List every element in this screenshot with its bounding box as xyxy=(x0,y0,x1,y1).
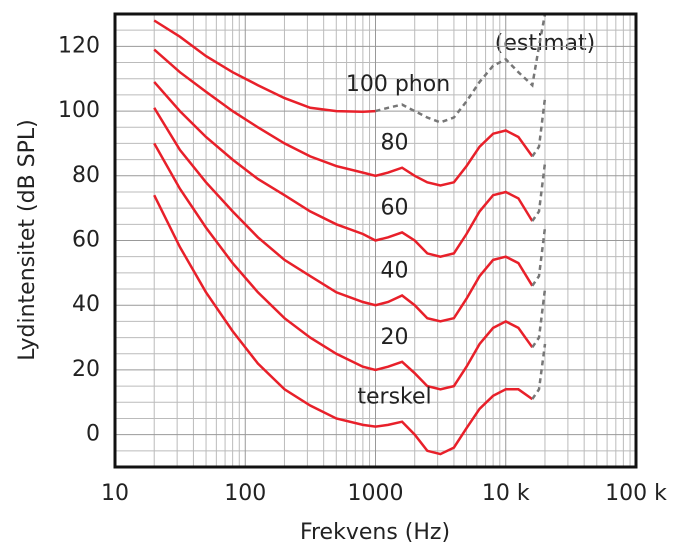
y-tick-label: 20 xyxy=(72,357,100,382)
curve xyxy=(153,48,534,187)
curve xyxy=(153,107,534,323)
x-tick-label: 100 xyxy=(224,481,266,506)
curve xyxy=(153,19,376,113)
curve-label: 20 xyxy=(381,325,409,350)
curve-label: 80 xyxy=(381,131,409,156)
curve-label: 100 phon xyxy=(346,72,450,97)
dashed-curve xyxy=(531,343,547,400)
y-tick-label: 100 xyxy=(58,98,100,123)
x-tick-label: 10 xyxy=(101,481,129,506)
curve xyxy=(153,81,534,258)
y-tick-label: 40 xyxy=(72,292,100,317)
dashed-curve xyxy=(531,288,547,349)
curve xyxy=(153,142,534,391)
curve-label: 60 xyxy=(381,195,409,220)
y-tick-label: 80 xyxy=(72,163,100,188)
dashed-curve xyxy=(531,97,547,158)
x-tick-label: 100 k xyxy=(605,481,667,506)
curve-label: 40 xyxy=(381,259,409,284)
curve xyxy=(153,194,534,456)
dashed-curve xyxy=(531,162,547,222)
y-tick-label: 120 xyxy=(58,33,100,58)
x-axis-label: Frekvens (Hz) xyxy=(300,520,450,545)
y-tick-label: 0 xyxy=(86,422,100,447)
dashed-curve xyxy=(375,13,547,124)
y-tick-label: 60 xyxy=(72,228,100,253)
curve-label: terskel xyxy=(357,385,431,410)
y-axis-label: Lydintensitet (dB SPL) xyxy=(15,119,40,360)
dashed-curve xyxy=(531,227,547,287)
x-tick-label: 10 k xyxy=(482,481,530,506)
plot-frame xyxy=(113,12,638,469)
x-tick-label: 1000 xyxy=(348,481,404,506)
